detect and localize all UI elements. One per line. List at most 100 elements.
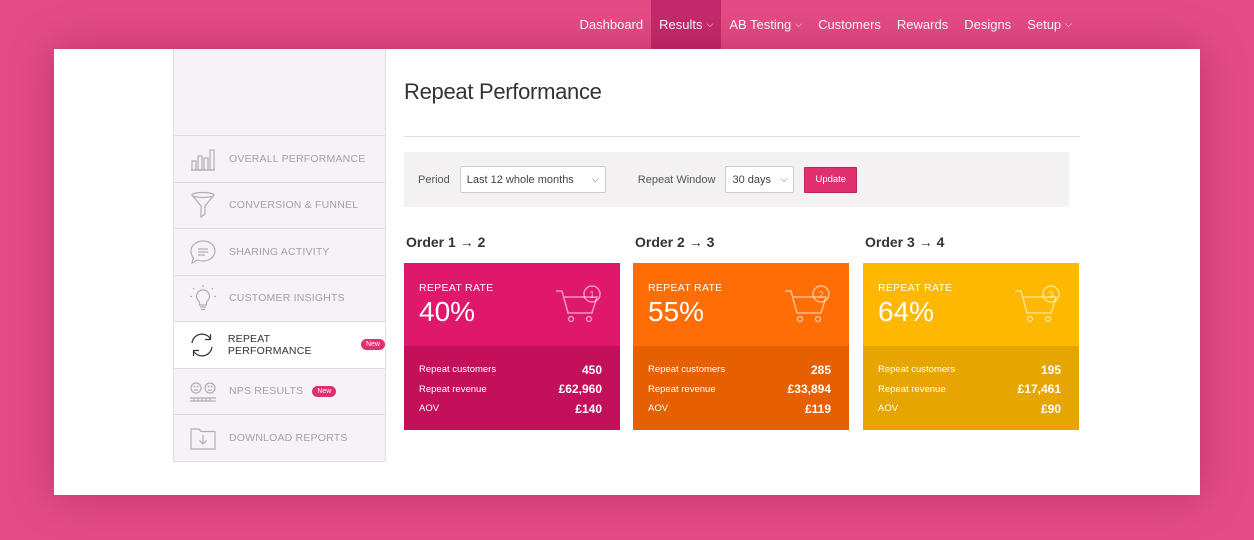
- nav-label: Results: [659, 17, 703, 32]
- update-button[interactable]: Update: [804, 166, 858, 193]
- card-header: REPEAT RATE 55% 2: [633, 263, 849, 346]
- chat-bubble-icon: [188, 238, 218, 266]
- period-select[interactable]: Last 12 whole months ⌵: [459, 166, 606, 193]
- sidebar-item-label: SHARING ACTIVITY: [229, 245, 330, 258]
- lightbulb-icon: [188, 284, 218, 312]
- shopping-cart-icon: 3: [1013, 283, 1065, 330]
- chevron-down-icon: ⌵: [706, 19, 714, 29]
- filter-bar: Period Last 12 whole months ⌵ Repeat Win…: [404, 152, 1069, 207]
- stat-label: Repeat customers: [419, 364, 497, 376]
- card-stats: Repeat customers 450 Repeat revenue £62,96…: [404, 346, 620, 430]
- repeat-window-select[interactable]: 30 days ⌵: [725, 166, 795, 193]
- faces-icon: [188, 377, 218, 405]
- repeat-card-order-2-3: REPEAT RATE 55% 2 Repeat customers 285 Re…: [633, 263, 849, 430]
- stat-value: 195: [1040, 362, 1061, 377]
- card-stats: Repeat customers 195 Repeat revenue £17,46…: [863, 346, 1079, 430]
- chevron-down-icon: ⌵: [1065, 19, 1072, 29]
- repeat-rate-label: REPEAT RATE: [419, 282, 494, 294]
- stat-value: £62,960: [558, 382, 602, 397]
- card-header: REPEAT RATE 64% 3: [863, 263, 1079, 346]
- stat-row: AOV £119: [648, 399, 831, 419]
- nav-rewards[interactable]: Rewards: [889, 0, 956, 49]
- new-badge: New: [360, 339, 385, 351]
- nav-label: Customers: [818, 17, 881, 32]
- nav-customers[interactable]: Customers: [810, 0, 889, 49]
- shopping-cart-icon: 1: [554, 283, 606, 330]
- nav-label: Designs: [964, 17, 1012, 32]
- sidebar-item-sharing-activity[interactable]: SHARING ACTIVITY: [174, 229, 385, 276]
- stat-label: Repeat revenue: [878, 383, 946, 395]
- nav-label: Setup: [1027, 17, 1062, 32]
- nav-dashboard[interactable]: Dashboard: [572, 0, 652, 49]
- sidebar-item-label: CONVERSION & FUNNEL: [229, 199, 359, 212]
- sidebar-item-repeat-performance[interactable]: REPEAT PERFORMANCE New: [174, 322, 385, 369]
- sidebar-item-customer-insights[interactable]: CUSTOMER INSIGHTS: [174, 276, 385, 322]
- cart-number: 3: [1048, 290, 1054, 301]
- card-stats: Repeat customers 285 Repeat revenue £33,89…: [633, 346, 849, 430]
- stat-value: £119: [804, 401, 831, 416]
- stat-value: 285: [810, 362, 831, 377]
- stat-row: AOV £140: [419, 399, 602, 419]
- sidebar-item-label: OVERALL PERFORMANCE: [229, 152, 366, 165]
- stat-value: £17,461: [1017, 382, 1061, 397]
- nav-setup[interactable]: Setup ⌵: [1019, 0, 1080, 49]
- page-title: Repeat Performance: [404, 79, 602, 104]
- stat-label: Repeat customers: [878, 364, 956, 376]
- stat-row: AOV £90: [878, 399, 1061, 419]
- repeat-rate-label: REPEAT RATE: [648, 282, 723, 294]
- repeat-rate-value: 40%: [419, 296, 476, 327]
- stat-row: Repeat customers 195: [878, 360, 1061, 380]
- nav-designs[interactable]: Designs: [956, 0, 1019, 49]
- nav-label: AB Testing: [729, 17, 792, 32]
- bar-chart-icon: [188, 145, 218, 173]
- cart-number: 2: [818, 290, 824, 301]
- repeat-rate-value: 55%: [648, 296, 705, 327]
- stat-value: £90: [1040, 401, 1061, 416]
- repeat-card-order-3-4: REPEAT RATE 64% 3 Repeat customers 195 Re…: [863, 263, 1079, 430]
- chevron-down-icon: ⌵: [795, 19, 803, 29]
- sidebar-item-conversion-funnel[interactable]: CONVERSION & FUNNEL: [174, 183, 385, 229]
- refresh-icon: [188, 331, 217, 359]
- nav-ab-testing[interactable]: AB Testing ⌵: [721, 0, 810, 49]
- nav-results[interactable]: Results ⌵: [651, 0, 722, 49]
- stat-value: 450: [581, 362, 602, 377]
- repeat-window-label: Repeat Window: [637, 173, 716, 186]
- stat-label: Repeat revenue: [419, 383, 487, 395]
- sidebar-item-label: REPEAT PERFORMANCE: [227, 332, 312, 357]
- stat-label: AOV: [648, 403, 669, 415]
- divider: [404, 136, 1080, 137]
- stat-label: AOV: [419, 403, 440, 415]
- repeat-rate-label: REPEAT RATE: [878, 282, 953, 294]
- chevron-down-icon: ⌵: [780, 174, 788, 184]
- order-heading: Order 3 → 4: [865, 234, 945, 250]
- funnel-icon: [188, 191, 218, 219]
- sidebar-item-download-reports[interactable]: DOWNLOAD REPORTS: [174, 415, 385, 462]
- stat-value: £140: [575, 401, 602, 416]
- repeat-card-order-1-2: REPEAT RATE 40% 1 Repeat customers 450 Re…: [404, 263, 620, 430]
- sidebar-item-overall-performance[interactable]: OVERALL PERFORMANCE: [174, 136, 385, 183]
- order-heading: Order 1 → 2: [406, 234, 486, 250]
- cart-number: 1: [589, 290, 595, 301]
- sidebar: OVERALL PERFORMANCE CONVERSION & FUNNEL …: [173, 49, 386, 462]
- stat-row: Repeat revenue £62,960: [419, 380, 602, 400]
- nav-label: Dashboard: [579, 17, 644, 32]
- chevron-down-icon: ⌵: [591, 174, 599, 184]
- stat-row: Repeat customers 450: [419, 360, 602, 380]
- repeat-rate-value: 64%: [878, 296, 935, 327]
- sidebar-item-label: NPS RESULTS: [229, 385, 304, 398]
- card-header: REPEAT RATE 40% 1: [404, 263, 620, 346]
- sidebar-header: [174, 49, 385, 136]
- nav-label: Rewards: [896, 17, 949, 32]
- stat-label: Repeat customers: [648, 364, 726, 376]
- shopping-cart-icon: 2: [783, 283, 835, 330]
- sidebar-item-label: DOWNLOAD REPORTS: [229, 431, 348, 444]
- stat-value: £33,894: [787, 382, 831, 397]
- period-select-value: Last 12 whole months: [466, 173, 574, 186]
- stat-label: AOV: [878, 403, 899, 415]
- sidebar-item-label: CUSTOMER INSIGHTS: [229, 292, 345, 305]
- stat-label: Repeat revenue: [648, 383, 716, 395]
- order-heading: Order 2 → 3: [635, 234, 715, 250]
- sidebar-item-nps-results[interactable]: NPS RESULTS New: [174, 369, 385, 415]
- main-panel: OVERALL PERFORMANCE CONVERSION & FUNNEL …: [54, 49, 1200, 495]
- stat-row: Repeat customers 285: [648, 360, 831, 380]
